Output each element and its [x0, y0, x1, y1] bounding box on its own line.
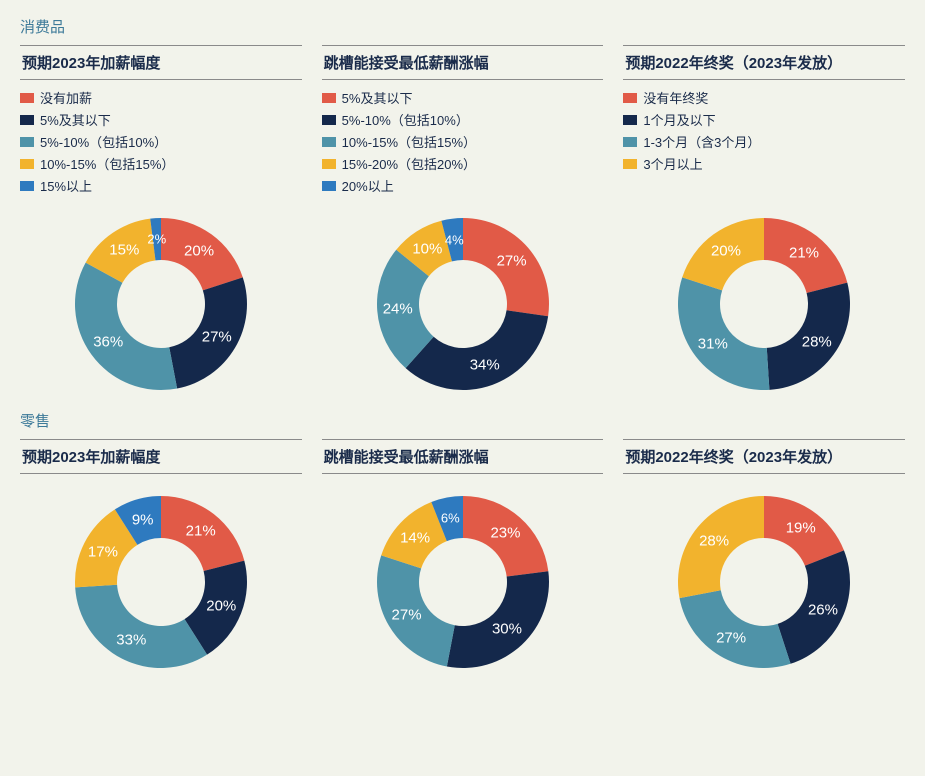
legend-swatch: [623, 159, 637, 169]
legend-label: 20%以上: [342, 176, 394, 195]
legend-item: 20%以上: [322, 176, 604, 195]
chart-column: 预期2022年终奖（2023年发放） 19%26%27%28%: [623, 439, 905, 682]
legend-label: 5%-10%（包括10%）: [342, 110, 469, 129]
legend-label: 5%及其以下: [40, 110, 111, 129]
chart-row: 预期2023年加薪幅度没有加薪 5%及其以下 5%-10%（包括10%） 10%-15…: [20, 45, 905, 404]
chart-column: 预期2023年加薪幅度没有加薪 5%及其以下 5%-10%（包括10%） 10%-15…: [20, 45, 302, 404]
chart-wrap: 20%27%36%15%2%: [20, 204, 302, 404]
chart-wrap: 23%30%27%14%6%: [322, 482, 604, 682]
legend-label: 1-3个月（含3个月）: [643, 132, 760, 151]
donut-chart: 19%26%27%28%: [664, 482, 864, 682]
legend-label: 10%-15%（包括15%）: [40, 154, 174, 173]
donut-slice: [169, 277, 247, 388]
legend-swatch: [623, 137, 637, 147]
chart-legend: 没有年终奖 1个月及以下 1-3个月（含3个月） 3个月以上: [623, 88, 905, 198]
chart-column: 预期2023年加薪幅度 21%20%33%17%9%: [20, 439, 302, 682]
legend-item: 10%-15%（包括15%）: [20, 154, 302, 173]
legend-swatch: [20, 181, 34, 191]
chart-title: 预期2022年终奖（2023年发放）: [623, 439, 905, 474]
donut-slice: [767, 283, 850, 390]
legend-item: 1-3个月（含3个月）: [623, 132, 905, 151]
legend-item: 3个月以上: [623, 154, 905, 173]
legend-item: 没有加薪: [20, 88, 302, 107]
legend-item: 10%-15%（包括15%）: [322, 132, 604, 151]
chart-title: 预期2023年加薪幅度: [20, 45, 302, 80]
donut-chart: 21%20%33%17%9%: [61, 482, 261, 682]
legend-swatch: [20, 159, 34, 169]
chart-title: 预期2022年终奖（2023年发放）: [623, 45, 905, 80]
legend-swatch: [20, 93, 34, 103]
section-label: 消费品: [20, 16, 905, 37]
donut-chart: 21%28%31%20%: [664, 204, 864, 404]
donut-slice: [446, 571, 548, 668]
donut-slice: [463, 218, 549, 316]
donut-slice: [678, 496, 764, 598]
legend-swatch: [623, 93, 637, 103]
donut-slice: [680, 590, 791, 668]
legend-swatch: [322, 115, 336, 125]
chart-wrap: 19%26%27%28%: [623, 482, 905, 682]
chart-wrap: 21%28%31%20%: [623, 204, 905, 404]
chart-wrap: 21%20%33%17%9%: [20, 482, 302, 682]
legend-swatch: [322, 181, 336, 191]
donut-chart: 27%34%24%10%4%: [363, 204, 563, 404]
legend-label: 没有加薪: [40, 88, 92, 107]
legend-label: 没有年终奖: [643, 88, 708, 107]
legend-swatch: [322, 93, 336, 103]
donut-chart: 20%27%36%15%2%: [61, 204, 261, 404]
donut-slice: [161, 496, 244, 571]
chart-wrap: 27%34%24%10%4%: [322, 204, 604, 404]
legend-label: 5%-10%（包括10%）: [40, 132, 167, 151]
legend-label: 1个月及以下: [643, 110, 715, 129]
donut-slice: [682, 218, 764, 290]
legend-item: 5%-10%（包括10%）: [20, 132, 302, 151]
legend-label: 15%-20%（包括20%）: [342, 154, 476, 173]
chart-legend: 5%及其以下 5%-10%（包括10%） 10%-15%（包括15%） 15%-20%…: [322, 88, 604, 198]
donut-slice: [75, 263, 177, 390]
chart-title: 跳槽能接受最低薪酬涨幅: [322, 439, 604, 474]
chart-title: 预期2023年加薪幅度: [20, 439, 302, 474]
donut-slice: [377, 555, 455, 666]
chart-column: 预期2022年终奖（2023年发放） 没有年终奖 1个月及以下 1-3个月（含3个月）…: [623, 45, 905, 404]
donut-slice: [764, 218, 847, 293]
chart-column: 跳槽能接受最低薪酬涨幅 5%及其以下 5%-10%（包括10%） 10%-15%（包括…: [322, 45, 604, 404]
donut-slice: [463, 496, 548, 576]
legend-item: 5%-10%（包括10%）: [322, 110, 604, 129]
donut-slice: [405, 310, 547, 390]
legend-swatch: [20, 115, 34, 125]
legend-item: 1个月及以下: [623, 110, 905, 129]
chart-legend: 没有加薪 5%及其以下 5%-10%（包括10%） 10%-15%（包括15%） 15%…: [20, 88, 302, 198]
legend-label: 3个月以上: [643, 154, 702, 173]
legend-swatch: [322, 159, 336, 169]
donut-slice: [161, 218, 243, 290]
legend-item: 5%及其以下: [322, 88, 604, 107]
dashboard-root: 消费品预期2023年加薪幅度没有加薪5%及其以下5%-10%（包括10%）10%…: [20, 16, 905, 682]
donut-slice: [75, 585, 207, 668]
legend-swatch: [623, 115, 637, 125]
legend-swatch: [322, 137, 336, 147]
legend-label: 5%及其以下: [342, 88, 413, 107]
legend-item: 没有年终奖: [623, 88, 905, 107]
donut-chart: 23%30%27%14%6%: [363, 482, 563, 682]
chart-column: 跳槽能接受最低薪酬涨幅 23%30%27%14%6%: [322, 439, 604, 682]
legend-item: 5%及其以下: [20, 110, 302, 129]
donut-slice: [678, 277, 769, 390]
legend-item: 15%-20%（包括20%）: [322, 154, 604, 173]
chart-title: 跳槽能接受最低薪酬涨幅: [322, 45, 604, 80]
chart-row: 预期2023年加薪幅度 21%20%33%17%9% 跳槽能接受最低薪酬涨幅 23%3…: [20, 439, 905, 682]
donut-slice: [778, 550, 850, 663]
legend-label: 10%-15%（包括15%）: [342, 132, 476, 151]
section-label: 零售: [20, 410, 905, 431]
legend-item: 15%以上: [20, 176, 302, 195]
legend-swatch: [20, 137, 34, 147]
legend-label: 15%以上: [40, 176, 92, 195]
